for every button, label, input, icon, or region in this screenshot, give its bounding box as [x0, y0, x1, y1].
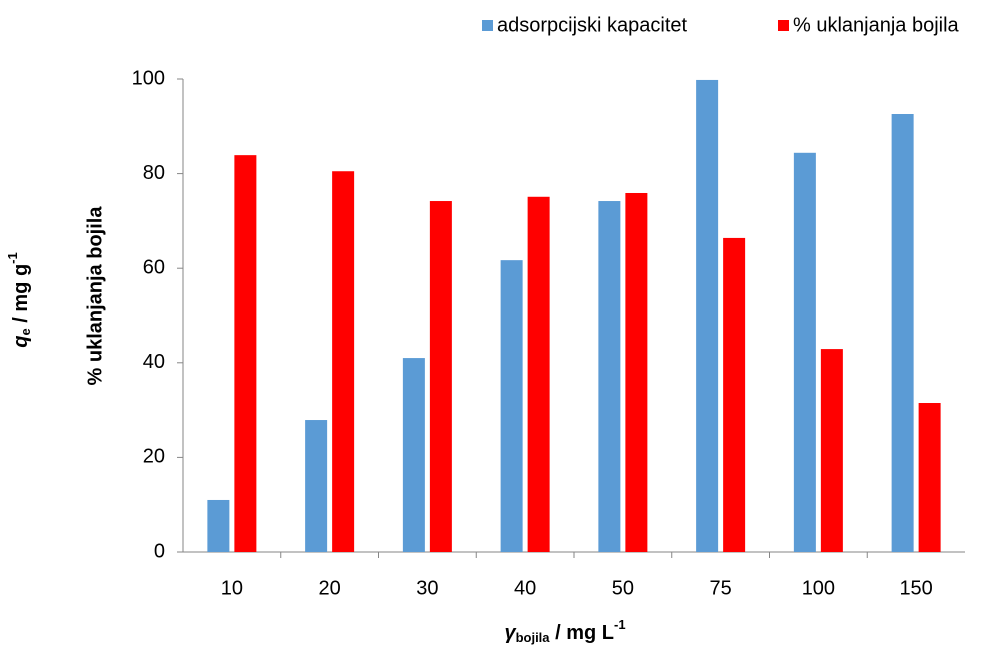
y-tick-label: 80	[143, 162, 165, 184]
x-tick-label: 30	[416, 577, 438, 599]
y-title-superscript: -1	[5, 252, 20, 264]
x-title-symbol: γ	[504, 622, 517, 644]
bar	[332, 171, 355, 553]
x-tick-label: 20	[319, 577, 341, 599]
bar	[527, 196, 550, 553]
legend-swatch	[778, 20, 789, 31]
bar	[207, 499, 230, 552]
x-tick-label: 10	[221, 577, 243, 599]
bar	[793, 152, 816, 552]
y-tick-label: 100	[132, 67, 165, 89]
bar	[696, 79, 719, 553]
x-tick-label: 100	[802, 577, 835, 599]
x-title-superscript: -1	[614, 617, 626, 632]
y-axis-title: qe / mg g-1	[5, 252, 33, 347]
y-title-symbol: q	[10, 336, 32, 348]
y-title-unit: / mg g	[10, 264, 32, 328]
legend-swatch	[482, 20, 493, 31]
x-title-subscript: bojila	[516, 630, 551, 645]
x-axis-title: γbojila / mg L-1	[504, 617, 625, 645]
bar	[402, 358, 425, 552]
x-tick-label: 75	[710, 577, 732, 599]
y-tick-label: 0	[154, 540, 165, 562]
bar	[820, 349, 843, 552]
y-tick-label: 60	[143, 256, 165, 278]
bar	[598, 201, 621, 552]
y-tick-label: 40	[143, 351, 165, 373]
bar	[429, 201, 452, 552]
x-tick-label: 40	[514, 577, 536, 599]
bar	[500, 260, 523, 552]
bar	[723, 237, 746, 553]
bar	[305, 420, 328, 552]
x-title-unit: / mg L	[550, 622, 614, 644]
legend-label: adsorpcijski kapacitet	[497, 14, 688, 36]
x-tick-label: 150	[899, 577, 932, 599]
y-title-subscript: e	[18, 328, 33, 335]
bar	[625, 192, 648, 553]
x-tick-label: 50	[612, 577, 634, 599]
bar	[918, 403, 941, 552]
bar	[891, 114, 914, 552]
bar	[234, 155, 257, 552]
y-axis-title-2: % uklanjanja bojila	[84, 206, 106, 386]
legend-label: % uklanjanja bojila	[793, 14, 960, 36]
y-tick-label: 20	[143, 446, 165, 468]
